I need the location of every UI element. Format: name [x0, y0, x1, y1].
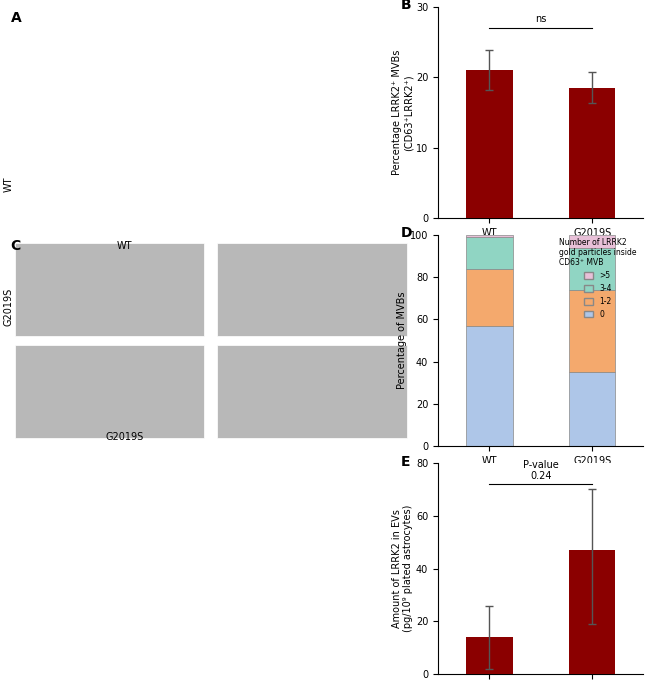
FancyBboxPatch shape — [15, 345, 205, 438]
Legend: >5, 3-4, 1-2, 0: >5, 3-4, 1-2, 0 — [556, 234, 640, 321]
Bar — [569, 235, 616, 248]
Y-axis label: Amount of LRRK2 in EVs
(pg/10⁹ plated astrocytes): Amount of LRRK2 in EVs (pg/10⁹ plated as… — [391, 505, 413, 632]
Bar — [569, 88, 616, 218]
FancyBboxPatch shape — [15, 243, 205, 336]
Text: G2019S: G2019S — [3, 287, 13, 326]
Bar — [466, 269, 512, 326]
Bar — [466, 237, 512, 269]
Bar — [466, 637, 512, 674]
Bar — [569, 248, 616, 290]
Text: B: B — [401, 0, 411, 12]
Bar — [466, 235, 512, 237]
Text: A: A — [10, 11, 21, 25]
Bar — [569, 373, 616, 446]
Text: WT: WT — [117, 241, 132, 251]
FancyBboxPatch shape — [217, 243, 407, 336]
Text: G2019S: G2019S — [105, 432, 144, 442]
Text: P-value
0.24: P-value 0.24 — [523, 460, 558, 481]
Text: WT: WT — [3, 176, 13, 191]
Bar — [466, 70, 512, 218]
Text: D: D — [401, 227, 413, 240]
Bar — [466, 326, 512, 446]
Text: ns: ns — [535, 14, 547, 25]
Y-axis label: Percentage of MVBs: Percentage of MVBs — [397, 291, 407, 390]
X-axis label: Astrocyte genotype: Astrocyte genotype — [487, 240, 595, 251]
Y-axis label: Percentage LRRK2⁺ MVBs
(CD63⁺LRRK2⁺): Percentage LRRK2⁺ MVBs (CD63⁺LRRK2⁺) — [391, 50, 413, 175]
Bar — [569, 550, 616, 674]
Bar — [569, 290, 616, 373]
Text: C: C — [10, 239, 21, 253]
Text: E: E — [401, 454, 411, 469]
X-axis label: Astrocyte genotype: Astrocyte genotype — [487, 469, 595, 479]
FancyBboxPatch shape — [217, 345, 407, 438]
